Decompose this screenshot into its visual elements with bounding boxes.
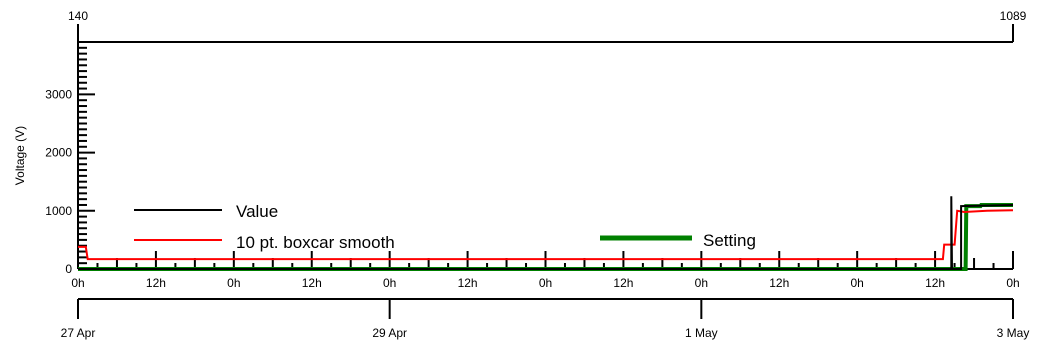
x-tick-label: 12h — [613, 276, 633, 290]
legend: Value 10 pt. boxcar smooth Setting — [134, 202, 756, 252]
x-tick-label: 0h — [71, 276, 84, 290]
date-tick-label: 3 May — [997, 326, 1030, 340]
y-tick-label: 3000 — [45, 87, 72, 101]
x-tick-label: 0h — [1006, 276, 1019, 290]
x-tick-label: 0h — [850, 276, 863, 290]
axes: 140 1089 0 1000 2000 3000 Voltage (V) 0h 12h 0h 12… — [13, 9, 1029, 340]
legend-label: 10 pt. boxcar smooth — [236, 233, 395, 252]
series-line — [78, 209, 1014, 261]
x-tick-label: 0h — [695, 276, 708, 290]
x-tick-label: 0h — [227, 276, 240, 290]
x-tick-label: 0h — [539, 276, 552, 290]
y-tick-label: 1000 — [45, 204, 72, 218]
x-tick-label: 0h — [383, 276, 396, 290]
x-tick-label: 12h — [925, 276, 945, 290]
y-axis-title: Voltage (V) — [13, 126, 27, 185]
y-tick-label: 2000 — [45, 146, 72, 160]
series-line — [78, 196, 1014, 270]
date-tick-label: 27 Apr — [61, 326, 96, 340]
top-axis-label: 1089 — [1000, 9, 1027, 23]
top-axis-label: 140 — [68, 9, 88, 23]
x-tick-label: 12h — [146, 276, 166, 290]
y-tick-label: 0 — [65, 262, 72, 276]
legend-label: Value — [236, 202, 278, 221]
x-tick-label: 12h — [302, 276, 322, 290]
plot-area — [78, 196, 1014, 271]
x-tick-label: 12h — [769, 276, 789, 290]
date-tick-label: 29 Apr — [372, 326, 407, 340]
date-tick-label: 1 May — [685, 326, 718, 340]
legend-label: Setting — [703, 231, 756, 250]
x-tick-label: 12h — [458, 276, 478, 290]
